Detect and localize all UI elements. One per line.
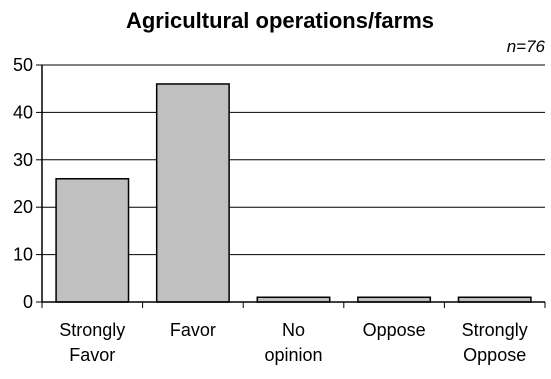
axes <box>36 64 546 308</box>
y-tick-label: 10 <box>13 245 33 265</box>
sample-size-note: n=76 <box>507 37 546 56</box>
x-category-label: Strongly Oppose <box>462 320 528 365</box>
x-category-label-line: Strongly <box>59 320 125 340</box>
x-category-label-line: Favor <box>170 320 216 340</box>
bars <box>55 83 532 303</box>
y-tick-label: 40 <box>13 102 33 122</box>
x-category-label: Oppose <box>363 320 426 340</box>
x-category-label: Strongly Favor <box>59 320 125 365</box>
x-category-label-line: Favor <box>69 345 115 365</box>
x-category-label-line: Oppose <box>463 345 526 365</box>
y-tick-label: 0 <box>23 292 33 312</box>
chart-title: Agricultural operations/farms <box>126 8 434 33</box>
x-category-label: Favor <box>170 320 216 340</box>
x-category-label-line: opinion <box>264 345 322 365</box>
x-category-label: No opinion <box>264 320 322 365</box>
y-tick-label: 20 <box>13 197 33 217</box>
x-category-label-line: Oppose <box>363 320 426 340</box>
bar <box>155 83 230 303</box>
y-tick-labels: 0 10 20 30 40 50 <box>13 55 33 312</box>
y-tick-label: 30 <box>13 150 33 170</box>
y-tick-label: 50 <box>13 55 33 75</box>
bar <box>55 178 130 303</box>
x-category-label-line: No <box>282 320 305 340</box>
x-category-label-line: Strongly <box>462 320 528 340</box>
